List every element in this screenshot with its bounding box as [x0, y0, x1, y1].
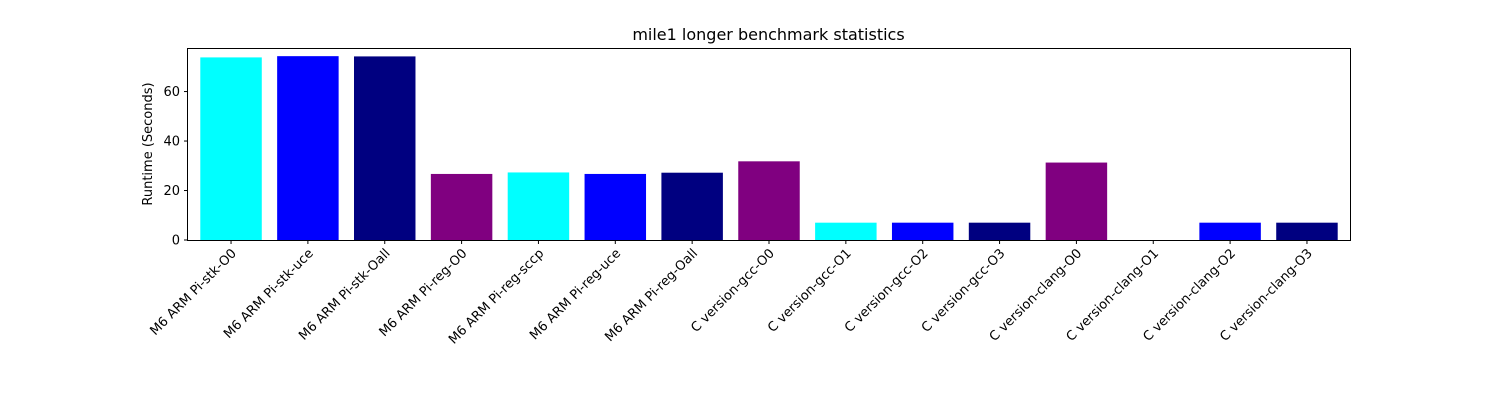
y-tick-label: 40 [163, 135, 180, 150]
bar-12 [1045, 162, 1108, 240]
bars-layer [200, 56, 1338, 241]
x-tick-label: M6 ARM Pi-stk-O0 [147, 246, 239, 338]
bar-9 [815, 222, 877, 240]
x-tick-label: C version-gcc-O0 [688, 246, 778, 336]
x-tick-label: C version-gcc-O2 [842, 246, 932, 336]
y-tick-label: 20 [163, 184, 180, 199]
bar-5 [507, 172, 570, 240]
bar-1 [200, 57, 262, 241]
bar-15 [1276, 222, 1338, 240]
bar-11 [968, 222, 1031, 240]
bar-3 [354, 56, 416, 240]
y-tick-label: 60 [163, 85, 180, 100]
bar-4 [430, 173, 493, 240]
bar-10 [891, 222, 954, 240]
y-axis-label: Runtime (Seconds) [141, 82, 156, 205]
bar-2 [277, 56, 339, 240]
y-axis-ticks: 0 20 40 60 [163, 85, 188, 249]
x-tick-label: C version-gcc-O3 [919, 246, 1009, 336]
bar-14 [1199, 222, 1261, 240]
bar-6 [584, 173, 647, 240]
bar-7 [661, 172, 723, 240]
x-tick-label: C version-gcc-O1 [765, 246, 855, 336]
y-tick-label: 0 [172, 234, 180, 249]
bar-8 [738, 161, 800, 240]
plot-frame [187, 48, 1351, 241]
chart-title: mile1 longer benchmark statistics [632, 25, 904, 44]
